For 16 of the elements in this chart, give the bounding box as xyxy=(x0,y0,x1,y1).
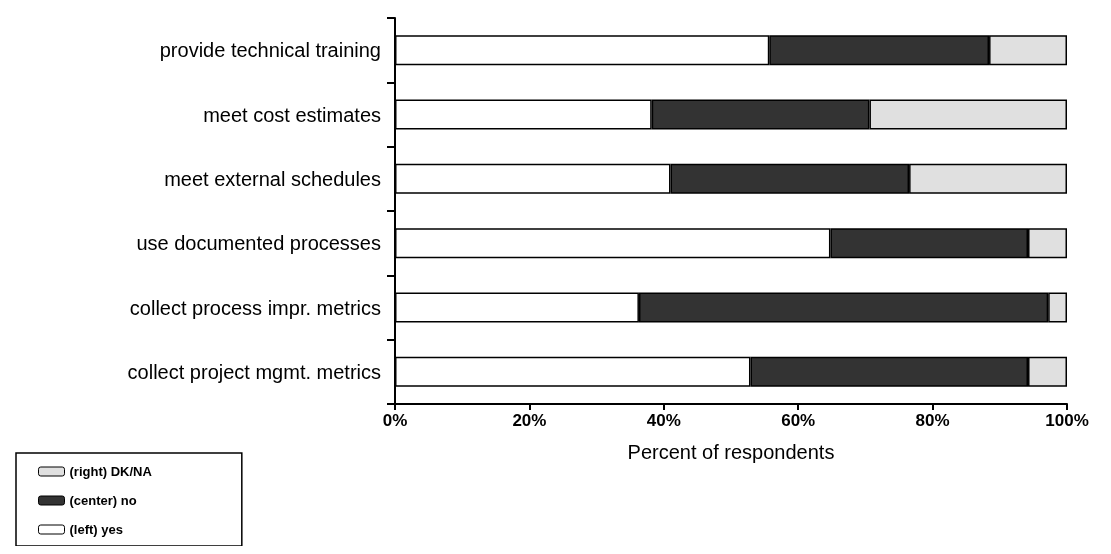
x-tick-label: 40% xyxy=(646,411,681,430)
y-tick-label: meet external schedules xyxy=(164,167,381,190)
legend-label: (left) yes xyxy=(69,522,123,537)
x-tick-label: 60% xyxy=(781,411,816,430)
x-tick-label: 20% xyxy=(512,411,547,430)
legend-label: (center) no xyxy=(69,493,137,508)
y-tick-label: collect process impr. metrics xyxy=(129,296,381,319)
legend-label: (right) DK/NA xyxy=(69,464,153,479)
x-tick-label: 80% xyxy=(915,411,950,430)
x-tick-label: 0% xyxy=(382,411,408,430)
y-tick-label: provide technical training xyxy=(159,39,381,62)
x-tick-label: 100% xyxy=(1045,411,1089,430)
x-axis-title: Percent of respondents xyxy=(627,441,835,463)
y-tick-label: collect project mgmt. metrics xyxy=(127,360,381,383)
y-tick-label: meet cost estimates xyxy=(203,103,381,126)
y-tick-label: use documented processes xyxy=(136,232,381,255)
